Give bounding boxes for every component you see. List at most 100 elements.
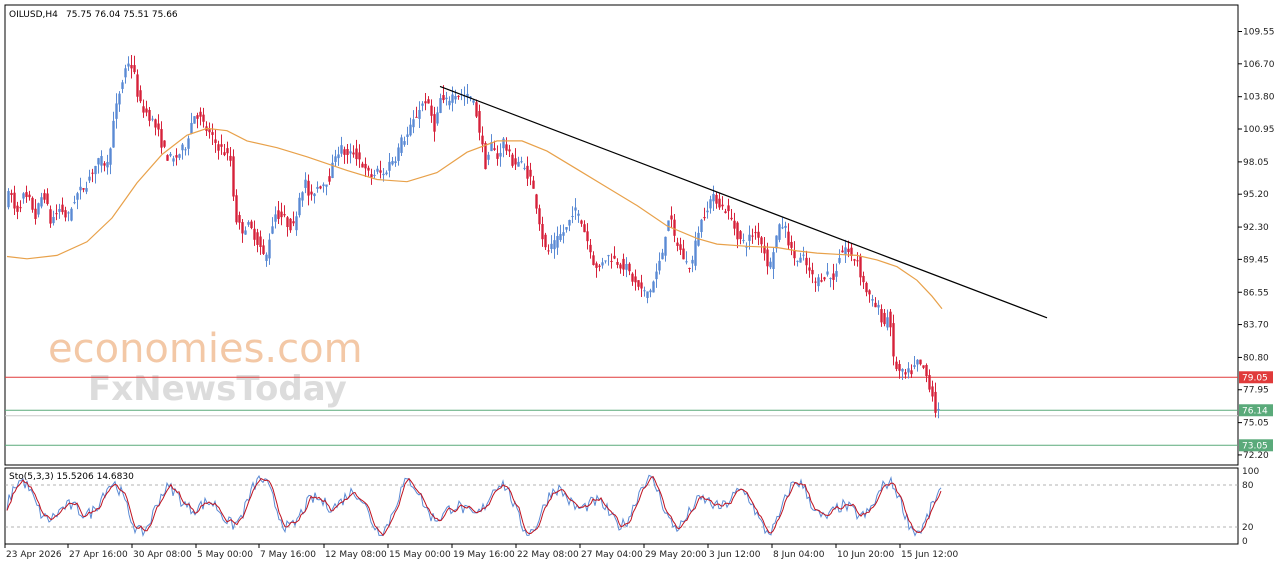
- candle-body: [856, 260, 859, 262]
- candle-body: [496, 153, 499, 159]
- candle-body: [25, 192, 28, 197]
- candle-body: [595, 263, 598, 268]
- candle-body: [793, 250, 796, 259]
- candle-body: [814, 281, 817, 283]
- candle-body: [214, 139, 217, 143]
- candle-body: [403, 141, 406, 145]
- level-badge: [1239, 439, 1273, 452]
- candle-body: [490, 142, 493, 152]
- candle-body: [319, 186, 322, 189]
- candle-body: [397, 147, 400, 161]
- candle-body: [703, 217, 706, 219]
- candle-body: [250, 221, 253, 229]
- candle-body: [166, 155, 169, 161]
- level-badge-label: 79.05: [1242, 373, 1268, 383]
- trendline: [439, 85, 1048, 319]
- y-tick-label: 72.20: [1243, 451, 1269, 461]
- candle-body: [925, 365, 928, 377]
- candle-body: [127, 63, 130, 67]
- candle-body: [628, 263, 631, 272]
- candle-body: [937, 408, 940, 410]
- x-axis-labels: 23 Apr 2026 27 Apr 16:00 30 Apr 08:00 5 May…: [4, 544, 958, 560]
- candle-body: [721, 204, 724, 207]
- candle-body: [469, 96, 472, 99]
- candle-body: [562, 232, 565, 236]
- candle-body: [325, 184, 328, 187]
- candle-body: [235, 195, 238, 223]
- candle-body: [187, 138, 190, 149]
- candle-body: [211, 132, 214, 135]
- candle-body: [907, 368, 910, 373]
- candle-body: [685, 261, 688, 263]
- candle-body: [376, 168, 379, 172]
- y-tick-label: 86.55: [1243, 288, 1269, 298]
- candle-body: [307, 180, 310, 196]
- candle-body: [406, 134, 409, 137]
- x-tick-label: 27 May 04:00: [581, 550, 643, 560]
- candle-body: [313, 193, 316, 197]
- candle-body: [175, 155, 178, 158]
- candle-body: [184, 149, 187, 151]
- candle-body: [97, 158, 100, 165]
- candle-body: [736, 222, 739, 240]
- candle-body: [445, 97, 448, 100]
- candle-body: [163, 140, 166, 147]
- candle-body: [286, 217, 289, 227]
- candle-body: [526, 165, 529, 179]
- y-tick-label: 89.45: [1243, 255, 1269, 265]
- level-badge-label: 76.14: [1242, 406, 1268, 416]
- x-tick-label: 12 May 08:00: [325, 550, 387, 560]
- candle-body: [415, 116, 418, 118]
- candle-body: [49, 209, 52, 224]
- candle-body: [865, 282, 868, 293]
- candle-body: [139, 90, 142, 102]
- candle-body: [178, 154, 181, 158]
- candle-body: [880, 309, 883, 323]
- candle-body: [493, 148, 496, 150]
- candle-body: [799, 257, 802, 263]
- candle-body: [448, 100, 451, 106]
- candle-body: [226, 148, 229, 154]
- candle-body: [712, 193, 715, 202]
- candle-body: [817, 277, 820, 287]
- level-badge-label: 73.05: [1242, 441, 1268, 451]
- candle-body: [919, 359, 922, 365]
- candle-body: [367, 167, 370, 171]
- candle-body: [820, 280, 823, 282]
- candle-body: [700, 219, 703, 233]
- candle-body: [499, 152, 502, 157]
- watermark-fxnewstoday: FxNewsToday: [88, 369, 347, 409]
- candle-body: [274, 214, 277, 222]
- candle-body: [742, 240, 745, 242]
- candle-body: [715, 194, 718, 204]
- candle-body: [889, 311, 892, 328]
- candle-body: [520, 161, 523, 163]
- candle-body: [82, 188, 85, 190]
- candle-body: [373, 174, 376, 176]
- candle-body: [898, 364, 901, 371]
- candle-body: [292, 221, 295, 224]
- candle-body: [535, 194, 538, 209]
- candle-body: [43, 193, 46, 200]
- candle-body: [7, 191, 10, 208]
- candle-body: [718, 198, 721, 208]
- candle-body: [19, 207, 22, 209]
- horizontal-levels: [5, 376, 1238, 446]
- candle-body: [724, 211, 727, 214]
- candle-body: [85, 188, 88, 192]
- candle-body: [772, 252, 775, 269]
- candle-body: [691, 259, 694, 264]
- candle-body: [283, 214, 286, 216]
- candle-body: [619, 264, 622, 269]
- ohlc-readout: 75.75 76.04 75.51 75.66: [66, 10, 178, 20]
- candle-body: [577, 213, 580, 216]
- candle-body: [778, 224, 781, 240]
- candle-body: [394, 161, 397, 164]
- candle-body: [424, 101, 427, 104]
- candle-body: [370, 174, 373, 178]
- candle-body: [52, 216, 55, 224]
- x-tick-label: 23 Apr 2026: [6, 550, 62, 560]
- candle-body: [340, 145, 343, 154]
- candle-body: [568, 220, 571, 226]
